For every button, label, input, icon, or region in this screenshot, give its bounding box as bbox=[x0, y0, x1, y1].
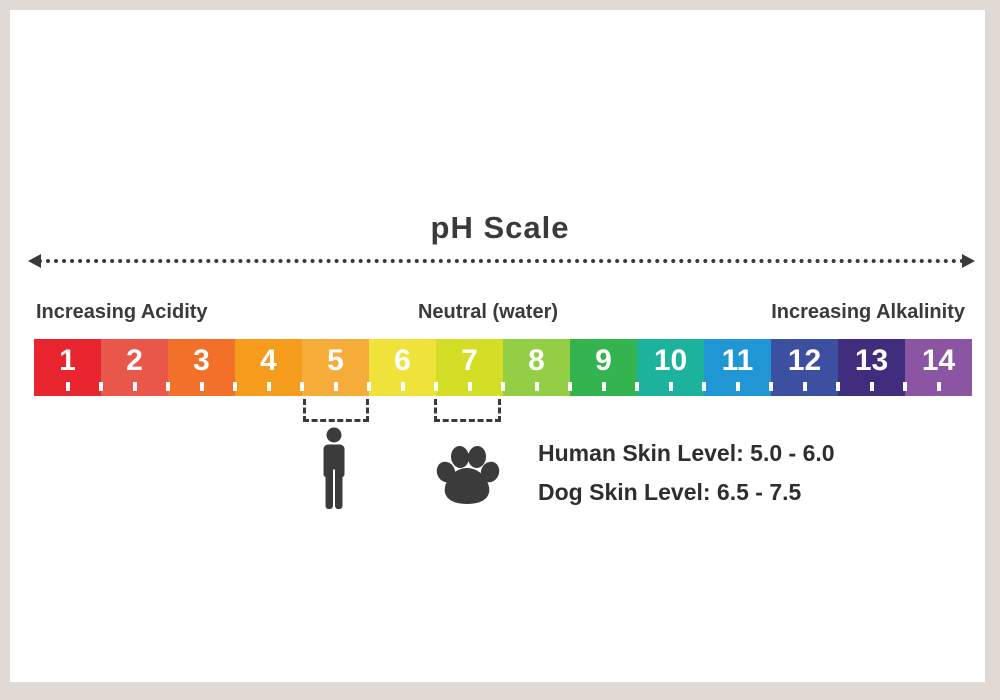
human-range-bracket bbox=[303, 399, 369, 422]
dotted-axis-line bbox=[38, 259, 965, 263]
tick-mark bbox=[702, 382, 706, 391]
tick-mark bbox=[501, 382, 505, 391]
label-neutral-water: Neutral (water) bbox=[417, 301, 559, 323]
ph-segment-1: 1 bbox=[34, 339, 101, 382]
tick-mark bbox=[568, 382, 572, 391]
arrow-left-icon bbox=[28, 254, 41, 268]
dog-range-bracket bbox=[434, 399, 501, 422]
tick-mark bbox=[132, 382, 137, 391]
tick-mark bbox=[903, 382, 907, 391]
tick-mark bbox=[735, 382, 740, 391]
page-title: pH Scale bbox=[430, 210, 570, 245]
tick-mark bbox=[467, 382, 472, 391]
ph-axis-double-arrow bbox=[28, 254, 975, 270]
tick-mark bbox=[367, 382, 371, 391]
tick-mark bbox=[534, 382, 539, 391]
ph-segment-14: 14 bbox=[905, 339, 972, 382]
tick-mark bbox=[400, 382, 405, 391]
tick-mark bbox=[266, 382, 271, 391]
tick-mark bbox=[199, 382, 204, 391]
tick-mark bbox=[635, 382, 639, 391]
tick-mark bbox=[869, 382, 874, 391]
tick-mark bbox=[233, 382, 237, 391]
label-increasing-alkalinity: Increasing Alkalinity bbox=[771, 301, 965, 323]
dog-skin-level-text: Dog Skin Level: 6.5 - 7.5 bbox=[538, 479, 802, 505]
label-increasing-acidity: Increasing Acidity bbox=[36, 301, 208, 323]
tick-mark bbox=[769, 382, 773, 391]
ph-segment-13: 13 bbox=[838, 339, 905, 382]
ph-segment-9: 9 bbox=[570, 339, 637, 382]
ph-color-bar: 1 2 3 4 5 6 7 8 9 10 11 12 13 14 bbox=[34, 339, 972, 382]
ph-segment-7: 7 bbox=[436, 339, 503, 382]
paw-icon bbox=[433, 443, 501, 507]
tick-mark bbox=[601, 382, 606, 391]
ph-segment-4: 4 bbox=[235, 339, 302, 382]
ph-tick-marks bbox=[34, 382, 972, 396]
ph-segment-12: 12 bbox=[771, 339, 838, 382]
human-icon bbox=[319, 427, 349, 510]
tick-mark bbox=[300, 382, 304, 391]
tick-mark bbox=[166, 382, 170, 391]
ph-segment-6: 6 bbox=[369, 339, 436, 382]
tick-mark bbox=[333, 382, 338, 391]
tick-mark bbox=[802, 382, 807, 391]
ph-tick-strip bbox=[34, 382, 972, 396]
ph-segment-5: 5 bbox=[302, 339, 369, 382]
ph-segment-3: 3 bbox=[168, 339, 235, 382]
tick-mark bbox=[936, 382, 941, 391]
tick-mark bbox=[668, 382, 673, 391]
ph-segment-8: 8 bbox=[503, 339, 570, 382]
ph-segment-11: 11 bbox=[704, 339, 771, 382]
tick-mark bbox=[99, 382, 103, 391]
ph-segment-10: 10 bbox=[637, 339, 704, 382]
tick-mark bbox=[65, 382, 70, 391]
arrow-right-icon bbox=[962, 254, 975, 268]
tick-mark bbox=[836, 382, 840, 391]
tick-mark bbox=[434, 382, 438, 391]
human-skin-level-text: Human Skin Level: 5.0 - 6.0 bbox=[538, 440, 835, 466]
ph-segment-2: 2 bbox=[101, 339, 168, 382]
